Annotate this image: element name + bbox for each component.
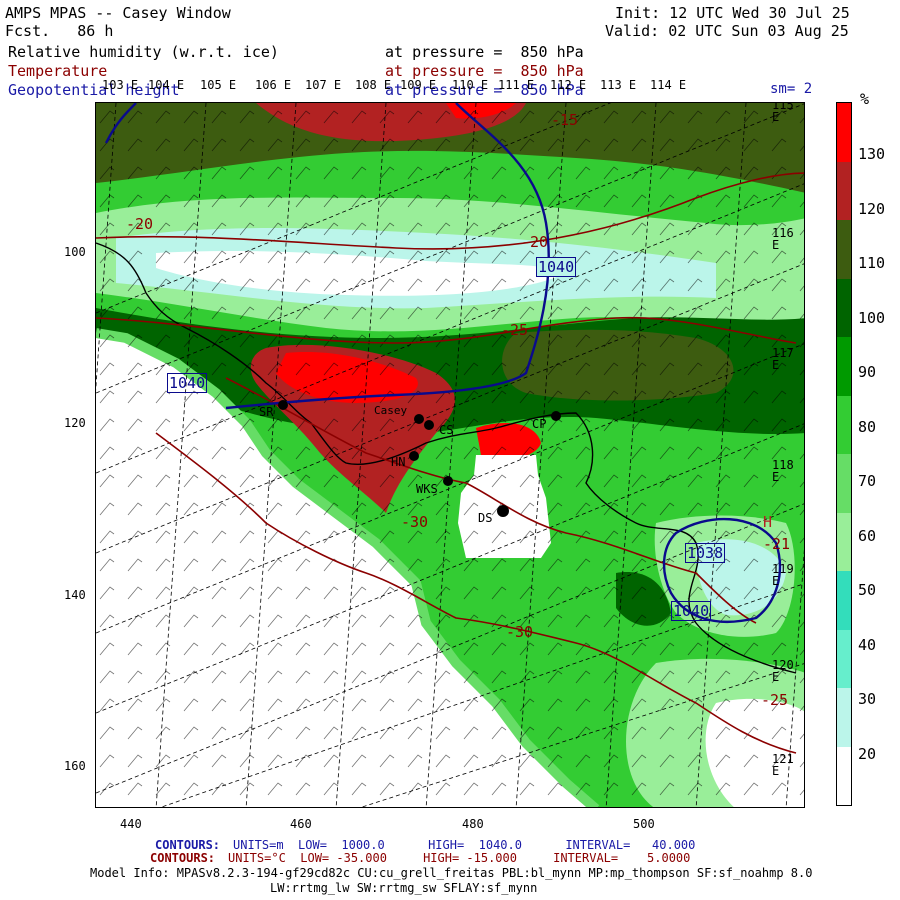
top-longitude-label: 106 E bbox=[255, 78, 292, 92]
rh-field-label: Relative humidity (w.r.t. ice) bbox=[8, 43, 279, 61]
temp-label-1: -15 bbox=[551, 111, 579, 129]
model-info: Model Info: MPASv8.2.3-194-gf29cd82c CU:… bbox=[90, 866, 813, 880]
forecast-hour: Fcst. 86 h bbox=[5, 22, 114, 40]
rh-colorbar bbox=[836, 102, 852, 806]
right-longitude-label: 117 E bbox=[772, 346, 794, 372]
colorbar-segment bbox=[837, 278, 851, 337]
station-label-cs: CS bbox=[439, 423, 454, 437]
colorbar-segment bbox=[837, 688, 851, 747]
temp-contours-prefix: CONTOURS: bbox=[150, 851, 216, 865]
top-longitude-label: 105 E bbox=[200, 78, 237, 92]
temperature-field-label: Temperature bbox=[8, 62, 108, 80]
geopotential-contours bbox=[104, 103, 782, 624]
station-label-hn: HN bbox=[391, 455, 406, 469]
colorbar-tick-label: 30 bbox=[858, 690, 877, 708]
top-longitude-label: 109 E bbox=[400, 78, 437, 92]
top-longitude-label: 107 E bbox=[305, 78, 342, 92]
latlon-grid bbox=[96, 103, 804, 807]
colorbar-unit: % bbox=[860, 90, 870, 108]
rh-level-label: at pressure = 850 hPa bbox=[385, 43, 584, 61]
colorbar-segment bbox=[837, 454, 851, 513]
colorbar-tick-label: 130 bbox=[858, 145, 886, 163]
colorbar-tick-label: 80 bbox=[858, 417, 877, 436]
top-longitude-label: 113 E bbox=[600, 78, 637, 92]
temp-label-6: -30 bbox=[506, 623, 534, 641]
top-longitude-label: 114 E bbox=[650, 78, 687, 92]
right-longitude-label: 116 E bbox=[772, 226, 794, 252]
x-axis-tick-label: 440 bbox=[120, 817, 142, 831]
top-longitude-label: 111 E bbox=[498, 78, 535, 92]
right-longitude-label: 118 E bbox=[772, 458, 794, 484]
map-panel: SR Casey CS HN WKS DS CP 1040 1040 1038 … bbox=[95, 102, 805, 808]
right-longitude-label: 115 E bbox=[772, 102, 794, 124]
map-svg bbox=[96, 103, 804, 807]
colorbar-segment bbox=[837, 103, 851, 162]
high-pressure-marker: H bbox=[763, 513, 773, 531]
colorbar-segment bbox=[837, 395, 851, 454]
height-label-1: 1040 bbox=[536, 257, 577, 277]
right-longitude-label: 120 E bbox=[772, 658, 794, 684]
y-axis-tick-label: 140 bbox=[64, 588, 86, 602]
station-label-ds: DS bbox=[478, 511, 493, 525]
temp-contours-info: UNITS=°C LOW= -35.000 HIGH= -15.000 INTE… bbox=[228, 851, 691, 865]
x-axis-tick-label: 500 bbox=[633, 817, 655, 831]
height-label-3: 1038 bbox=[685, 543, 726, 563]
height-contours-prefix: CONTOURS: bbox=[155, 838, 221, 852]
temp-label-7: -25 bbox=[761, 691, 789, 709]
top-longitude-label: 103 E bbox=[102, 78, 139, 92]
colorbar-segment bbox=[837, 161, 851, 220]
geopotential-field-label: Geopotential height bbox=[8, 81, 180, 99]
product-title: AMPS MPAS -- Casey Window bbox=[5, 4, 231, 22]
colorbar-segment bbox=[837, 629, 851, 688]
top-longitude-label: 108 E bbox=[355, 78, 392, 92]
station-label-casey: Casey bbox=[374, 404, 408, 417]
height-contours-info: UNITS=m LOW= 1000.0 HIGH= 1040.0 INTERVA… bbox=[233, 838, 696, 852]
model-info-2: LW:rrtmg_lw SW:rrtmg_sw SFLAY:sf_mynn bbox=[270, 881, 538, 895]
colorbar-tick-label: 50 bbox=[858, 581, 877, 599]
wind-barbs bbox=[96, 103, 804, 807]
temp-label-2: -20 bbox=[126, 215, 154, 233]
coastline bbox=[96, 242, 797, 674]
colorbar-tick-label: 90 bbox=[858, 363, 877, 381]
colorbar-tick-label: 60 bbox=[858, 526, 877, 545]
station-label-sr: SR bbox=[259, 405, 274, 419]
y-axis-tick-label: 100 bbox=[64, 245, 86, 259]
station-markers bbox=[278, 400, 561, 517]
temperature-contours bbox=[96, 172, 804, 754]
valid-time: Valid: 02 UTC Sun 03 Aug 25 bbox=[605, 22, 849, 40]
smoothing-label: sm= 2 bbox=[770, 81, 813, 97]
station-label-wks: WKS bbox=[416, 482, 438, 496]
colorbar-segment bbox=[837, 571, 851, 630]
temp-label-5: -30 bbox=[401, 513, 429, 531]
temp-label-8: -21 bbox=[763, 535, 791, 553]
top-longitude-label: 104 E bbox=[148, 78, 185, 92]
height-label-2: 1040 bbox=[167, 373, 208, 393]
colorbar-tick-label: 110 bbox=[858, 254, 886, 272]
y-axis-tick-label: 160 bbox=[64, 759, 86, 773]
colorbar-tick-label: 70 bbox=[858, 472, 877, 490]
right-longitude-label: 121 E bbox=[772, 752, 794, 778]
colorbar-segment bbox=[837, 220, 851, 279]
temp-label-4: -25 bbox=[501, 321, 529, 339]
height-label-4: 1040 bbox=[671, 601, 712, 621]
colorbar-segment bbox=[837, 337, 851, 396]
right-longitude-label: 119 E bbox=[772, 562, 794, 588]
colorbar-tick-label: 20 bbox=[858, 744, 877, 763]
colorbar-segment bbox=[837, 512, 851, 571]
y-axis-tick-label: 120 bbox=[64, 416, 86, 430]
temperature-level-label: at pressure = 850 hPa bbox=[385, 62, 584, 80]
x-axis-tick-label: 460 bbox=[290, 817, 312, 831]
station-label-cp: CP bbox=[532, 417, 547, 431]
colorbar-tick-label: 40 bbox=[858, 635, 877, 654]
x-axis-tick-label: 480 bbox=[462, 817, 484, 831]
colorbar-segment bbox=[837, 746, 851, 805]
top-longitude-label: 112 E bbox=[550, 78, 587, 92]
init-time: Init: 12 UTC Wed 30 Jul 25 bbox=[615, 4, 850, 22]
colorbar-tick-label: 100 bbox=[858, 308, 886, 327]
top-longitude-label: 110 E bbox=[452, 78, 489, 92]
geopotential-level-label: at pressure = 850 hPa bbox=[385, 81, 584, 99]
temp-label-3: -20 bbox=[521, 233, 549, 251]
colorbar-tick-label: 120 bbox=[858, 199, 886, 218]
